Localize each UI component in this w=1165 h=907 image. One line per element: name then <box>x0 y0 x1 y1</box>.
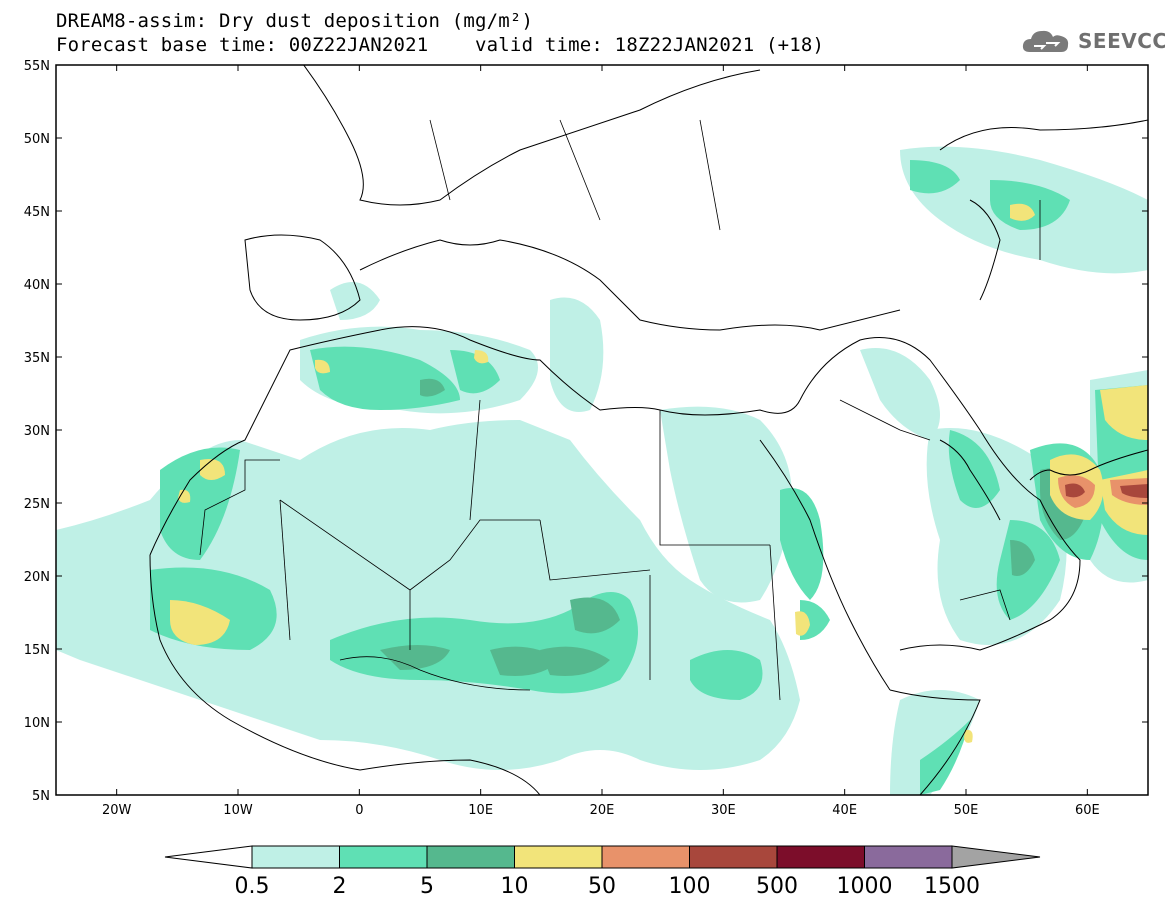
lon-tick-label: 20E <box>590 803 615 818</box>
colorbar-swatch <box>601 845 690 869</box>
lat-tick-label: 5N <box>32 789 50 804</box>
dust-shading-extreme <box>1065 483 1148 498</box>
lat-tick-label: 50N <box>24 132 50 147</box>
cloud-icon <box>1022 30 1069 52</box>
colorbar-label: 5 <box>420 874 434 899</box>
colorbar-swatch <box>776 845 865 869</box>
lon-tick-label: 20W <box>102 803 132 818</box>
forecast-base-time: Forecast base time: 00Z22JAN2021 <box>56 34 429 56</box>
colorbar-label: 2 <box>333 874 347 899</box>
lon-tick-label: 0 <box>355 803 363 818</box>
colorbar-over-triangle <box>951 845 1041 869</box>
lon-tick-label: 50E <box>954 803 979 818</box>
colorbar-under-triangle <box>164 845 253 869</box>
colorbar-swatch <box>864 845 953 869</box>
longitude-axis: 20W 10W 0 10E 20E 30E 40E 50E 60E <box>102 65 1100 818</box>
lat-tick-label: 10N <box>24 716 50 731</box>
colorbar-swatch <box>689 845 778 869</box>
country-borders <box>199 119 1041 701</box>
logo-text: SEEVCCC <box>1078 29 1165 53</box>
map-subtitle: Forecast base time: 00Z22JAN2021 valid t… <box>56 34 824 56</box>
lon-tick-label: 10E <box>468 803 493 818</box>
colorbar-swatch <box>251 845 340 869</box>
latitude-axis: 55N 50N 45N 40N 35N 30N 25N 20N 15N 10N 5N <box>24 59 1148 804</box>
map-title: DREAM8-assim: Dry dust deposition (mg/m²… <box>56 10 534 32</box>
lat-tick-label: 15N <box>24 643 50 658</box>
colorbar-label: 500 <box>756 874 798 899</box>
colorbar-label: 100 <box>669 874 711 899</box>
lon-tick-label: 60E <box>1075 803 1100 818</box>
coastlines <box>149 65 1148 795</box>
lat-tick-label: 25N <box>24 497 50 512</box>
lat-tick-label: 55N <box>24 59 50 74</box>
lon-tick-label: 30E <box>711 803 736 818</box>
lon-tick-label: 40E <box>832 803 857 818</box>
colorbar-swatch <box>339 845 428 869</box>
lat-tick-label: 20N <box>24 570 50 585</box>
lat-tick-label: 30N <box>24 424 50 439</box>
lat-tick-label: 40N <box>24 278 50 293</box>
seevccc-logo: SEEVCCC <box>1020 24 1165 58</box>
colorbar-label: 50 <box>588 874 616 899</box>
lat-tick-label: 45N <box>24 205 50 220</box>
colorbar-label: 10 <box>501 874 529 899</box>
colorbar-swatch <box>514 845 603 869</box>
colorbar-label: 1000 <box>837 874 893 899</box>
colorbar-label: 0.5 <box>235 874 270 899</box>
lat-tick-label: 35N <box>24 351 50 366</box>
valid-time: valid time: 18Z22JAN2021 (+18) <box>475 34 825 56</box>
colorbar-swatch <box>426 845 515 869</box>
lon-tick-label: 10W <box>223 803 253 818</box>
colorbar-label: 1500 <box>924 874 980 899</box>
color-bar-legend: 0.5 2 5 10 50 100 500 1000 1500 <box>164 845 1041 899</box>
